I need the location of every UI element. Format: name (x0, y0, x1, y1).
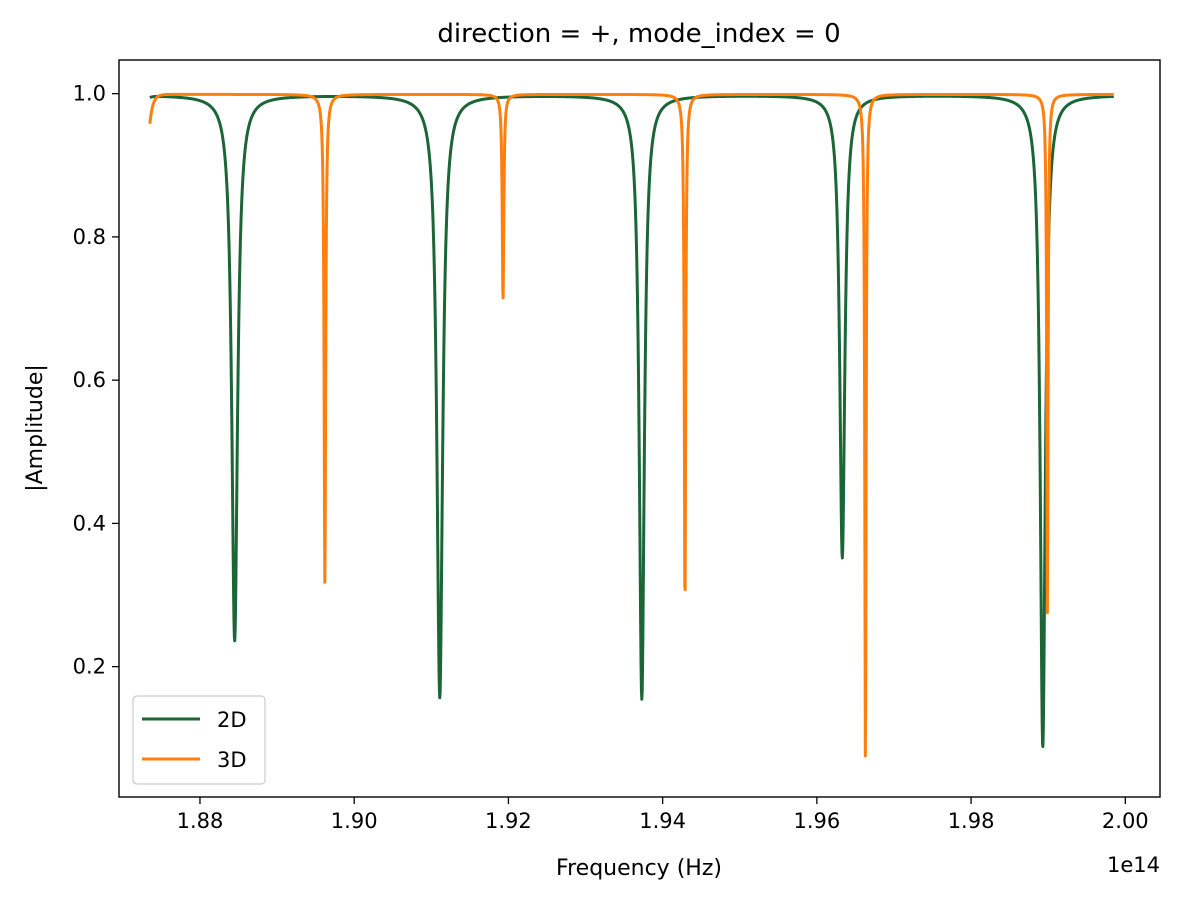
x-tick-label: 2.00 (1102, 809, 1149, 833)
y-tick-label: 0.2 (73, 655, 106, 679)
chart-title: direction = +, mode_index = 0 (437, 19, 840, 49)
series-line-2d (148, 94, 1115, 749)
x-tick-label: 1.88 (177, 809, 224, 833)
y-axis: 0.2 0.4 0.6 0.8 1.0 (73, 82, 119, 679)
plot-frame (118, 59, 1161, 798)
x-tick-label: 1.90 (331, 809, 378, 833)
series-line-3d (148, 92, 1115, 758)
x-tick-label: 1.98 (948, 809, 995, 833)
y-tick-label: 0.6 (73, 368, 106, 392)
x-tick-label: 1.92 (485, 809, 532, 833)
y-tick-label: 0.4 (73, 511, 106, 535)
x-offset-label: 1e14 (1107, 853, 1160, 877)
x-axis-label: Frequency (Hz) (556, 856, 722, 881)
legend: 2D 3D (132, 695, 266, 785)
y-tick-label: 0.8 (73, 225, 106, 249)
plot-lines (148, 92, 1115, 758)
legend-label-3d: 3D (217, 748, 247, 772)
legend-label-2d: 2D (217, 708, 247, 732)
x-tick-label: 1.96 (793, 809, 840, 833)
y-axis-label: |Amplitude| (23, 364, 48, 492)
x-axis: 1.88 1.90 1.92 1.94 1.96 1.98 2.00 (177, 797, 1149, 833)
y-tick-label: 1.0 (73, 82, 106, 106)
x-tick-label: 1.94 (639, 809, 686, 833)
